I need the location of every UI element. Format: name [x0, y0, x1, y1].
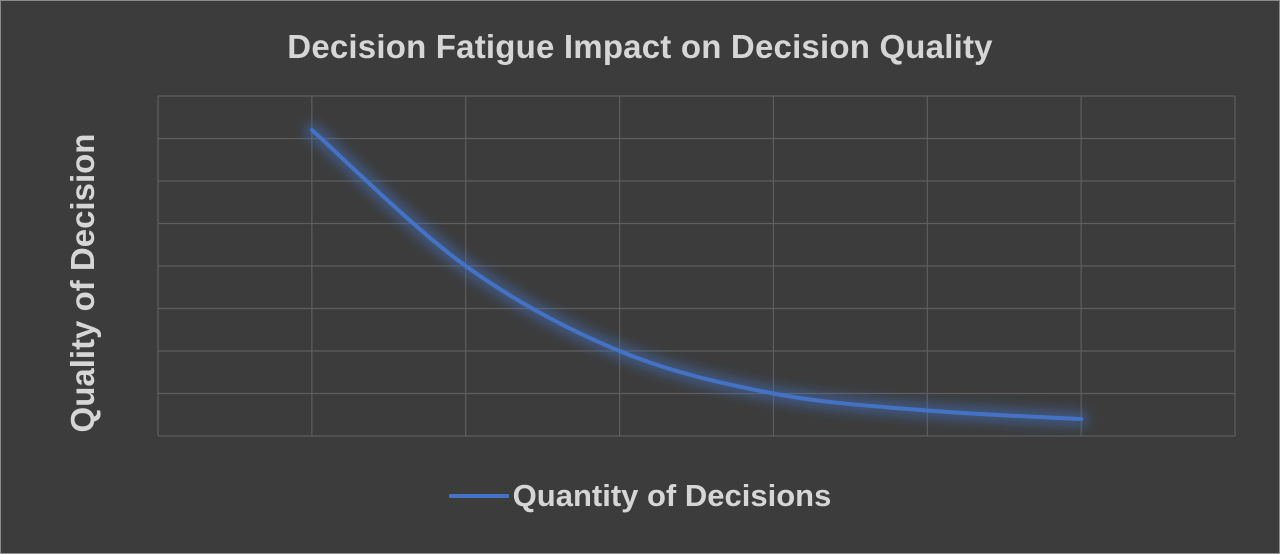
legend-swatch [448, 494, 509, 498]
chart-title: Decision Fatigue Impact on Decision Qual… [287, 28, 993, 65]
grid [157, 95, 1236, 437]
legend: Quantity of Decisions [0, 476, 1280, 516]
legend-label: Quantity of Decisions [512, 478, 832, 513]
series-layer [304, 123, 1089, 426]
series-line-0 [309, 128, 1084, 421]
